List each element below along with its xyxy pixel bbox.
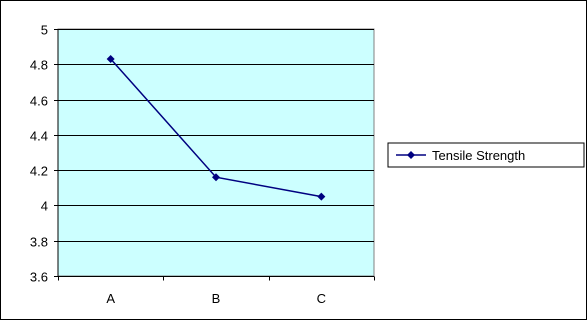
y-tick-label: 4.8	[30, 58, 48, 73]
gridlines	[58, 29, 374, 242]
y-tick-label: 4.2	[30, 164, 48, 179]
x-tick-label: C	[317, 291, 326, 306]
y-tick-label: 3.6	[30, 270, 48, 285]
x-tick-label: B	[212, 291, 221, 306]
data-point-marker	[317, 192, 326, 201]
y-tick-label: 3.8	[30, 235, 48, 250]
y-tick-label: 4.4	[30, 129, 48, 144]
y-tick-label: 4	[41, 199, 48, 214]
y-tick-label: 4.6	[30, 94, 48, 109]
series-layer	[106, 54, 326, 201]
data-point-marker	[106, 54, 115, 63]
x-axis: A B C	[58, 276, 375, 306]
plot-area	[57, 28, 375, 277]
y-axis: 3.6 3.8 4 4.2 4.4 4.6 4.8 5	[30, 23, 59, 285]
legend-label: Tensile Strength	[432, 148, 525, 163]
x-tick-label: A	[106, 291, 115, 306]
y-tick-label: 5	[41, 23, 48, 38]
data-point-marker	[212, 173, 220, 182]
legend-diamond-marker	[407, 151, 415, 159]
legend: Tensile Strength	[387, 142, 585, 168]
